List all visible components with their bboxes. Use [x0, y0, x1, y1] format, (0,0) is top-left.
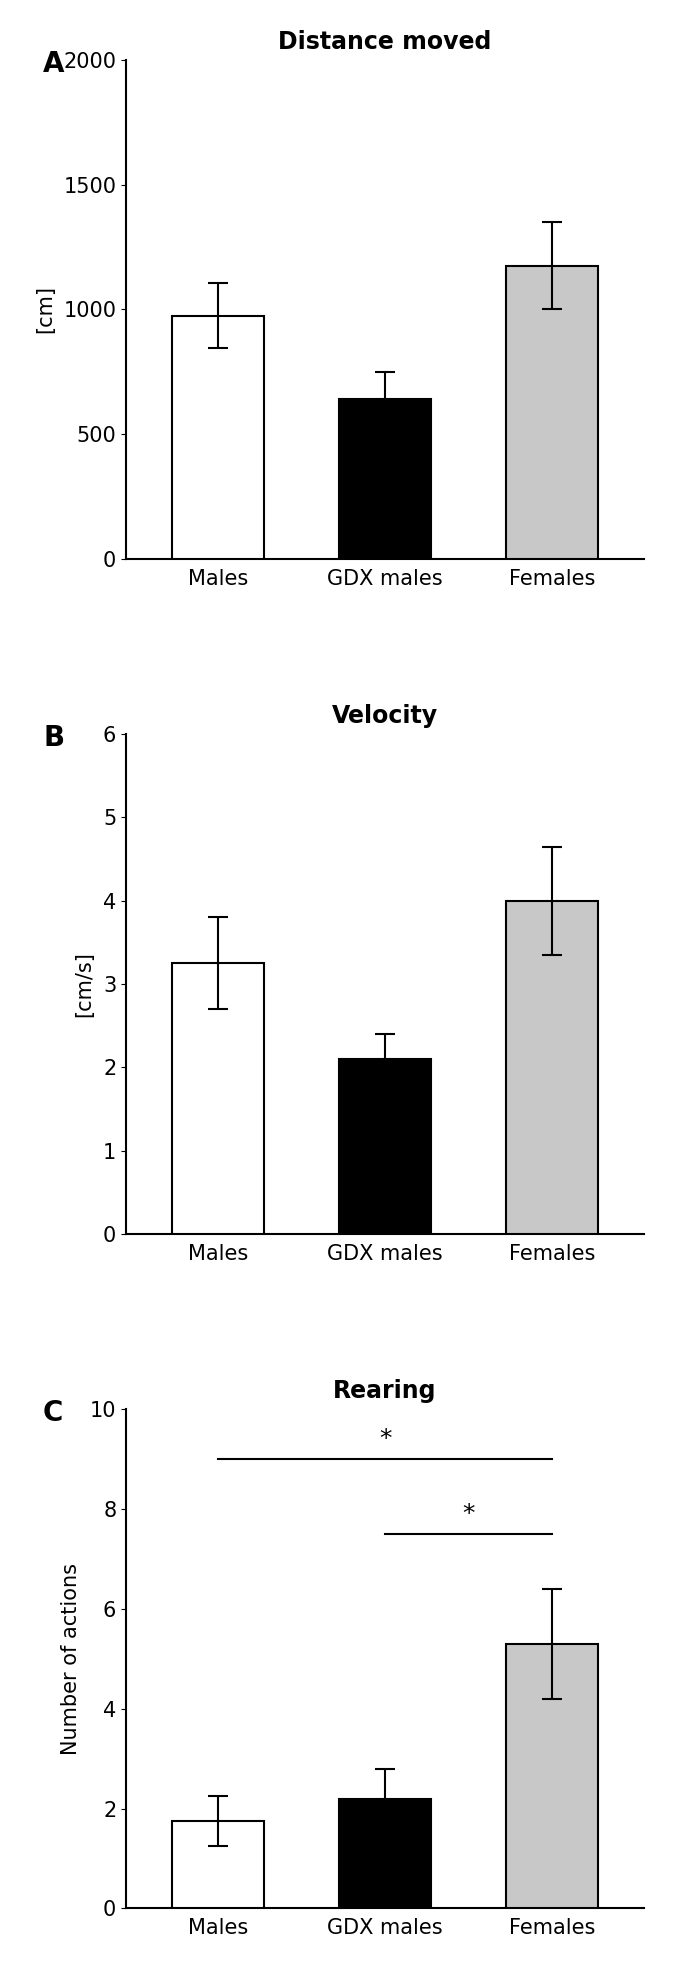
Y-axis label: [cm]: [cm] [35, 286, 55, 334]
Bar [339, 1060, 431, 1235]
Bar [172, 1821, 264, 1908]
Text: C: C [43, 1400, 64, 1427]
Y-axis label: Number of actions: Number of actions [62, 1563, 81, 1755]
Bar [506, 1644, 598, 1908]
Bar [172, 316, 264, 559]
Bar [339, 1799, 431, 1908]
Text: *: * [463, 1503, 475, 1527]
Title: Distance moved: Distance moved [279, 30, 491, 54]
Title: Rearing: Rearing [333, 1380, 437, 1404]
Text: B: B [43, 724, 64, 751]
Bar [172, 964, 264, 1235]
Bar [506, 901, 598, 1235]
Title: Velocity: Velocity [332, 704, 438, 728]
Text: A: A [43, 50, 64, 78]
Bar [339, 400, 431, 559]
Text: *: * [379, 1427, 391, 1451]
Bar [506, 266, 598, 559]
Y-axis label: [cm/s]: [cm/s] [75, 950, 94, 1018]
